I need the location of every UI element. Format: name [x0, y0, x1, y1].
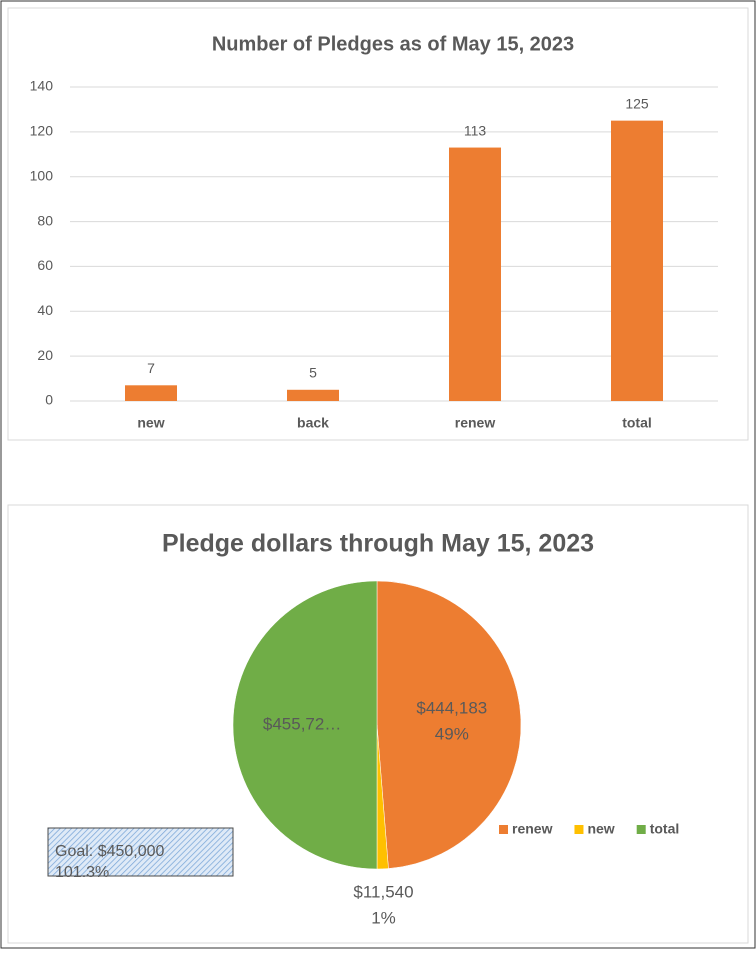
data-label: 49% — [435, 725, 469, 744]
pie-slice — [376, 580, 522, 869]
data-label: 5 — [309, 364, 317, 380]
legend-swatch — [636, 825, 646, 834]
chart-title: Pledge dollars through May 15, 2023 — [162, 530, 594, 558]
annotation: 101.3% — [55, 864, 109, 881]
data-label: $444,183 — [416, 699, 487, 718]
data-label: $11,540 — [353, 882, 413, 901]
y-tick-label: 120 — [30, 123, 54, 139]
y-tick-label: 100 — [30, 167, 54, 183]
pie-slice — [232, 580, 378, 870]
y-tick-label: 60 — [37, 257, 53, 273]
legend-swatch — [499, 825, 508, 834]
chart-title: Number of Pledges as of May 15, 2023 — [212, 33, 574, 55]
legend-label: renew — [512, 821, 553, 837]
x-tick-label: total — [622, 415, 652, 431]
bar — [449, 147, 501, 401]
x-tick-label: back — [297, 415, 329, 431]
y-tick-label: 80 — [37, 212, 53, 228]
x-tick-label: renew — [455, 415, 496, 431]
bar — [611, 120, 663, 402]
data-label: 113 — [464, 122, 487, 138]
legend-label: total — [650, 821, 680, 837]
legend-label: new — [587, 821, 614, 837]
goal-box — [47, 827, 234, 877]
data-label: 7 — [147, 360, 155, 376]
y-tick-label: 40 — [37, 302, 53, 318]
legend-swatch — [574, 825, 584, 834]
bar — [125, 385, 177, 401]
x-tick-label: new — [137, 415, 164, 431]
y-tick-label: 140 — [30, 78, 54, 94]
y-tick-label: 0 — [45, 392, 53, 408]
y-tick-label: 20 — [37, 347, 53, 363]
data-label: 125 — [625, 95, 649, 111]
data-label: $455,72… — [263, 714, 341, 733]
data-label: 1% — [371, 908, 396, 927]
annotation: Goal: $450,000 — [55, 843, 165, 860]
bar — [287, 389, 339, 401]
